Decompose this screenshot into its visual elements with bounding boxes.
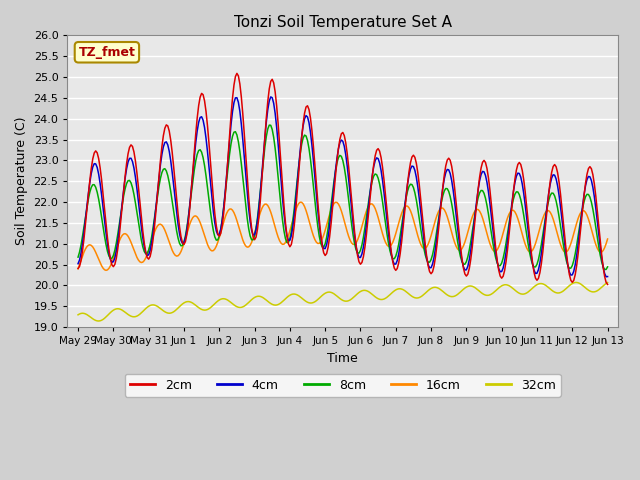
2cm	[89, 156, 97, 162]
4cm	[395, 251, 403, 257]
16cm	[74, 266, 82, 272]
4cm	[604, 274, 611, 279]
16cm	[102, 267, 110, 273]
Title: Tonzi Soil Temperature Set A: Tonzi Soil Temperature Set A	[234, 15, 452, 30]
16cm	[604, 236, 611, 242]
2cm	[173, 196, 180, 202]
4cm	[541, 227, 548, 233]
Line: 8cm: 8cm	[78, 125, 607, 269]
32cm	[377, 297, 385, 302]
16cm	[542, 209, 550, 215]
2cm	[377, 155, 385, 160]
16cm	[89, 244, 97, 250]
16cm	[396, 215, 404, 221]
4cm	[602, 274, 610, 280]
8cm	[406, 181, 414, 187]
Legend: 2cm, 4cm, 8cm, 16cm, 32cm: 2cm, 4cm, 8cm, 16cm, 32cm	[125, 374, 561, 397]
32cm	[604, 280, 611, 286]
16cm	[296, 199, 304, 205]
8cm	[604, 264, 611, 270]
Line: 2cm: 2cm	[78, 73, 607, 285]
Y-axis label: Soil Temperature (C): Soil Temperature (C)	[15, 117, 28, 245]
8cm	[541, 222, 548, 228]
Text: TZ_fmet: TZ_fmet	[79, 46, 135, 59]
2cm	[406, 160, 414, 166]
16cm	[379, 231, 387, 237]
4cm	[89, 164, 97, 170]
8cm	[173, 228, 180, 234]
8cm	[395, 241, 403, 247]
32cm	[395, 286, 403, 292]
4cm	[377, 168, 385, 173]
8cm	[601, 266, 609, 272]
2cm	[233, 71, 241, 76]
32cm	[174, 305, 182, 311]
32cm	[573, 280, 580, 286]
4cm	[406, 166, 414, 172]
2cm	[395, 260, 403, 266]
2cm	[604, 282, 611, 288]
4cm	[173, 210, 180, 216]
4cm	[267, 94, 275, 100]
2cm	[541, 235, 548, 240]
32cm	[89, 316, 97, 322]
8cm	[266, 122, 273, 128]
16cm	[174, 253, 182, 259]
32cm	[95, 318, 102, 324]
32cm	[74, 312, 82, 318]
X-axis label: Time: Time	[328, 352, 358, 365]
8cm	[74, 254, 82, 260]
4cm	[74, 261, 82, 266]
Line: 32cm: 32cm	[78, 283, 607, 321]
2cm	[74, 265, 82, 271]
32cm	[406, 292, 414, 298]
8cm	[377, 189, 385, 195]
8cm	[89, 182, 97, 188]
32cm	[541, 282, 548, 288]
Line: 4cm: 4cm	[78, 97, 607, 277]
Line: 16cm: 16cm	[78, 202, 607, 270]
16cm	[408, 212, 416, 217]
